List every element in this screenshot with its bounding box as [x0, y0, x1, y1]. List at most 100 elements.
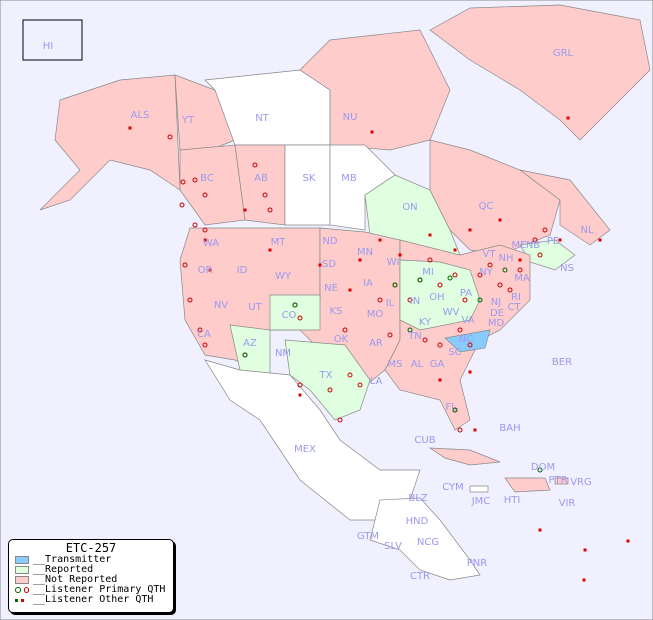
swatch-not-reported-icon: [15, 576, 29, 584]
listener-other-qth-marker: [468, 370, 472, 374]
region-bc: [179, 144, 246, 226]
region-label-va: VA: [461, 315, 474, 326]
listener-primary-qth-marker: [197, 327, 203, 333]
listener-other-qth-marker: [626, 539, 630, 543]
region-label-id: ID: [237, 265, 248, 276]
region-label-nb: NB: [526, 240, 540, 251]
region-hispaniola: [504, 477, 551, 493]
region-label-ab: AB: [254, 173, 268, 184]
listener-primary-qth-marker: [467, 342, 473, 348]
region-label-mi: MI: [422, 267, 434, 278]
listener-other-qth-marker: [428, 233, 432, 237]
listener-primary-qth-marker: [537, 252, 543, 258]
legend-title: ETC-257: [65, 541, 117, 555]
region-label-mex: MEX: [294, 444, 316, 455]
listener-primary-qth-marker: [377, 297, 383, 303]
region-saskatchewan: [284, 144, 331, 226]
region-label-de: DE: [490, 308, 504, 319]
region-greenland: [429, 4, 651, 141]
region-label-vir: VIR: [559, 498, 576, 509]
region-label-yt: YT: [181, 115, 195, 126]
listener-primary-qth-marker: [392, 282, 398, 288]
listener-other-qth-marker: [208, 268, 212, 272]
listener-other-qth-marker: [438, 378, 442, 382]
region-label-ok: OK: [334, 334, 349, 345]
region-label-az: AZ: [243, 338, 257, 349]
region-label-ut: UT: [248, 302, 262, 313]
region-label-tn: TN: [407, 331, 422, 342]
region-label-ber: BER: [552, 357, 572, 368]
region-label-ncg: NCG: [417, 537, 439, 548]
region-label-in: IN: [410, 296, 420, 307]
legend-item-other-qth: __Listener Other QTH: [9, 595, 173, 605]
region-label-al: AL: [411, 359, 424, 370]
listener-primary-qth-marker: [297, 315, 303, 321]
listener-other-qth-marker: [582, 578, 586, 582]
region-label-ar: AR: [369, 338, 383, 349]
region-label-ky: KY: [419, 317, 432, 328]
region-label-ne: NE: [324, 283, 338, 294]
listener-primary-qth-marker: [187, 297, 193, 303]
region-label-grl: GRL: [553, 48, 574, 59]
region-label-mb: MB: [341, 173, 357, 184]
listener-primary-qth-marker: [179, 202, 185, 208]
region-label-nj: NJ: [491, 297, 501, 308]
listener-primary-qth-marker: [417, 277, 423, 283]
region-label-ia: IA: [363, 278, 373, 289]
region-label-pa: PA: [460, 288, 472, 299]
region-label-dom: DOM: [531, 462, 555, 473]
region-jamaica: [469, 485, 489, 493]
region-colorado: [269, 294, 321, 331]
listener-primary-qth-marker: [387, 332, 393, 338]
listener-primary-qth-marker: [437, 282, 443, 288]
listener-primary-qth-marker: [452, 272, 458, 278]
region-label-ms: MS: [388, 359, 403, 370]
region-label-sc: SC: [448, 347, 461, 358]
region-labrador: [519, 169, 611, 246]
region-label-ny: NY: [479, 267, 493, 278]
region-label-mo: MO: [367, 309, 384, 320]
listener-other-qth-marker: [468, 228, 472, 232]
listener-primary-qth-marker: [452, 407, 458, 413]
listener-other-qth-marker: [358, 258, 362, 262]
listener-primary-qth-marker: [357, 382, 363, 388]
region-label-la: LA: [370, 376, 383, 387]
listener-primary-qth-marker: [252, 162, 258, 168]
listener-other-qth-marker: [518, 258, 522, 262]
region-label-jmc: JMC: [471, 496, 491, 507]
listener-primary-qth-marker: [407, 297, 413, 303]
region-label-pe: PE: [547, 236, 559, 247]
listener-other-qth-marker: [268, 248, 272, 252]
region-label-on: ON: [402, 202, 417, 213]
region-label-md: MD: [488, 318, 505, 329]
listener-other-qth-marker: [318, 263, 322, 267]
region-label-ca: CA: [197, 329, 211, 340]
region-label-ptr: PTR: [548, 475, 567, 486]
listener-other-qth-marker: [538, 528, 542, 532]
listener-primary-qth-marker: [347, 372, 353, 378]
listener-primary-qth-marker: [297, 382, 303, 388]
listener-other-qth-marker: [203, 238, 207, 242]
legend-item-transmitter: __Transmitter: [9, 555, 173, 565]
listener-other-qth-marker: [348, 288, 352, 292]
listener-other-qth-marker: [558, 238, 562, 242]
listener-primary-qth-marker: [437, 342, 443, 348]
listener-primary-qth-marker: [202, 192, 208, 198]
region-north-carolina: [444, 329, 491, 353]
region-label-co: CO: [282, 310, 297, 321]
listener-primary-qth-marker: [262, 192, 268, 198]
listener-primary-qth-marker: [407, 327, 413, 333]
region-label-hnd: HND: [406, 516, 429, 527]
region-label-gtm: GTM: [357, 531, 379, 542]
legend-label: __Transmitter: [33, 554, 112, 565]
legend-item-primary-qth: __Listener Primary QTH: [9, 585, 173, 595]
listener-primary-qth-marker: [447, 275, 453, 281]
swatch-transmitter-icon: [15, 556, 29, 564]
region-label-ma: MA: [514, 273, 530, 284]
region-label-cym: CYM: [442, 482, 464, 493]
hawaii-inset: [22, 19, 83, 61]
listener-primary-qth-marker: [457, 427, 463, 433]
listener-other-qth-marker: [378, 238, 382, 242]
region-label-sk: SK: [303, 173, 316, 184]
